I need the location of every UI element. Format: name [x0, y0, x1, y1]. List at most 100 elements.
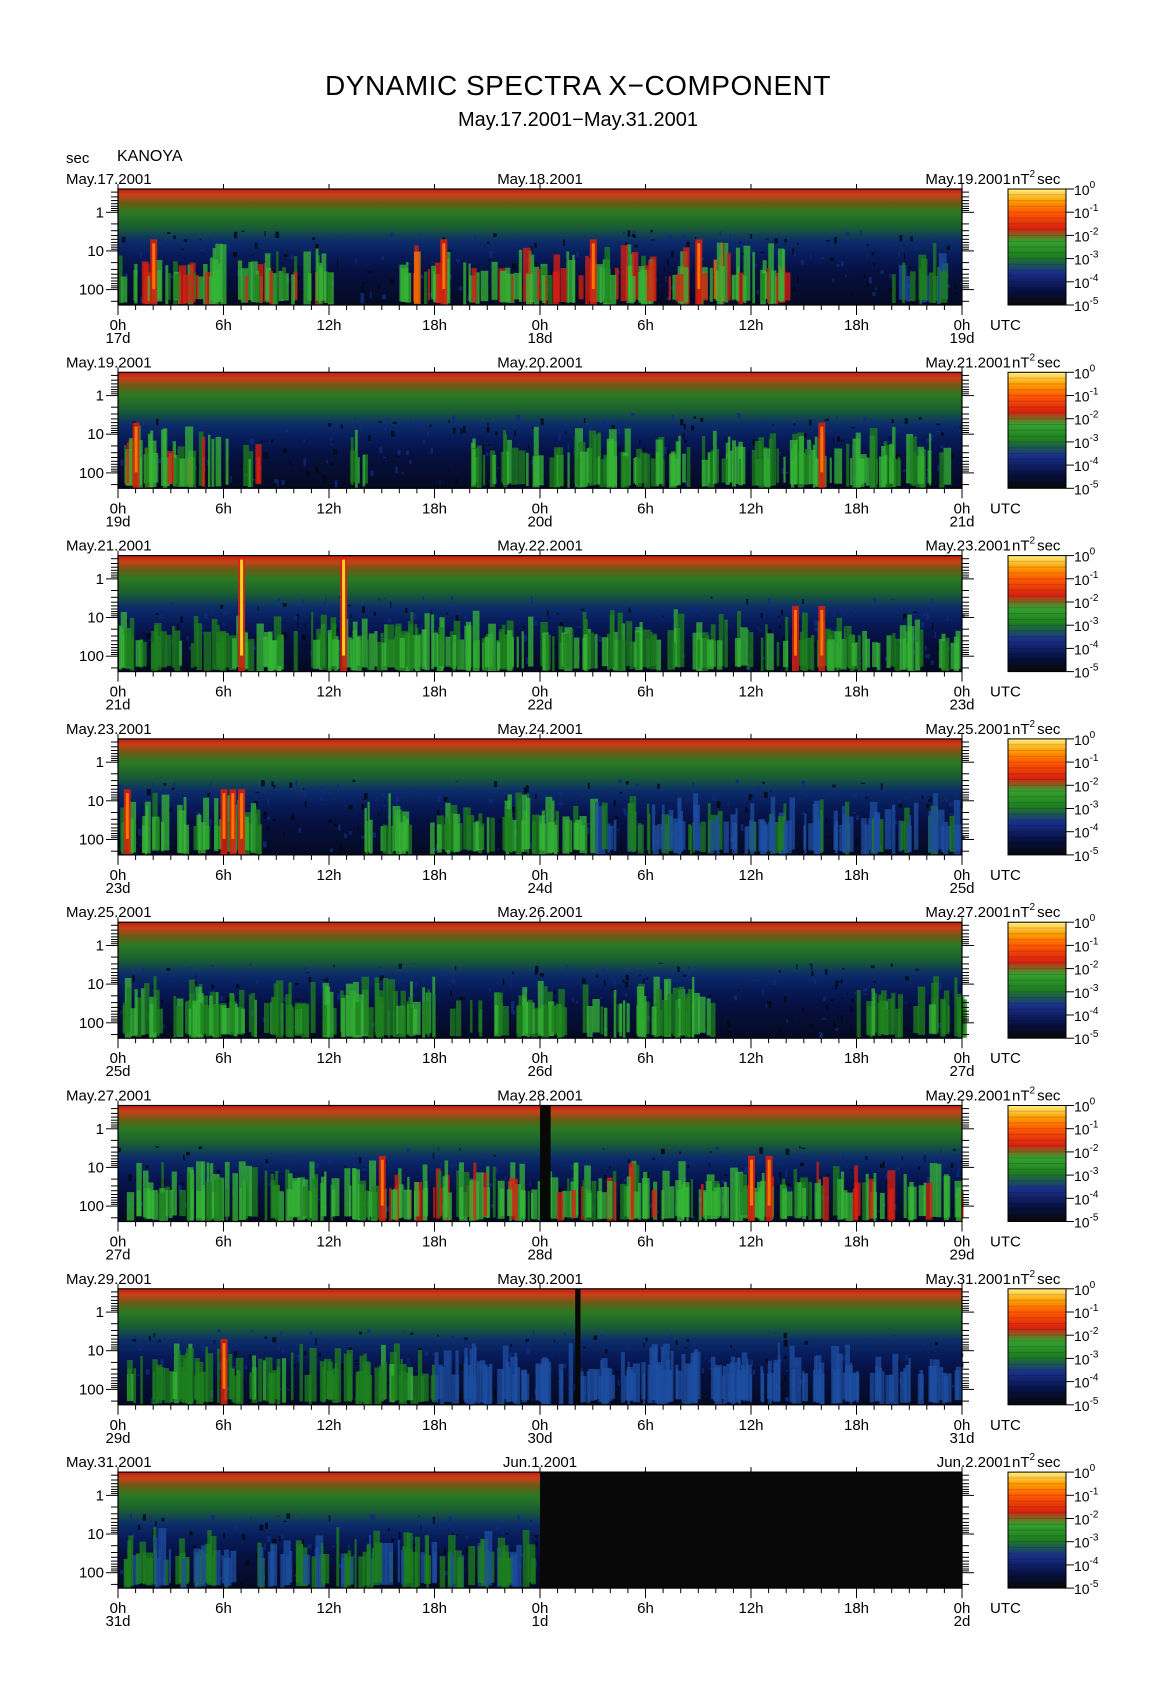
activity-mark: [829, 457, 832, 483]
spectrum-texture: [872, 292, 876, 297]
activity-mark: [716, 242, 724, 305]
activity-mark: [233, 1003, 238, 1037]
spectrum-texture: [219, 1362, 222, 1369]
activity-mark: [897, 456, 901, 486]
spectrum-texture: [266, 826, 270, 830]
activity-mark: [601, 802, 608, 850]
activity-mark: [917, 986, 926, 1035]
activity-mark: [456, 1000, 462, 1037]
spectrum-texture: [459, 1398, 463, 1405]
spectrum-texture: [945, 798, 949, 802]
spectrum-texture: [959, 426, 961, 433]
activity-mark: [128, 801, 137, 853]
activity-mark: [254, 809, 261, 854]
x-tick-label: 12h: [738, 1417, 763, 1434]
spectrum-texture: [891, 419, 894, 424]
activity-mark: [692, 977, 695, 1038]
spectrum-texture: [904, 976, 909, 981]
colorbar-tick-exponent: -4: [1090, 1006, 1099, 1017]
spectrum-texture: [844, 609, 846, 615]
activity-mark: [408, 997, 413, 1036]
spectrum-texture: [810, 439, 814, 443]
spectrum-texture: [522, 626, 526, 628]
activity-mark: [480, 1360, 486, 1403]
activity-mark: [804, 637, 813, 670]
spectrum-texture: [950, 1162, 954, 1169]
activity-mark: [387, 979, 395, 1036]
spectrum-texture: [903, 613, 907, 619]
spectrum-texture: [684, 480, 688, 486]
activity-mark: [463, 807, 471, 850]
activity-mark: [249, 1372, 254, 1399]
spectrum-texture: [283, 1520, 287, 1523]
spectrum-texture: [802, 1007, 804, 1014]
panel-date-mid: May.26.2001: [497, 904, 583, 921]
spectrum-texture: [128, 1174, 132, 1182]
activity-mark: [647, 1364, 652, 1404]
x-tick-label: 0h: [110, 1234, 127, 1251]
spectrum-texture: [930, 238, 933, 244]
activity-mark: [588, 430, 597, 486]
activity-mark: [191, 1190, 194, 1220]
colorbar-tick-exponent: -5: [1090, 663, 1099, 674]
spectrum-texture: [700, 417, 704, 423]
day-label-mid: 28d: [527, 1247, 552, 1264]
spectrum-texture: [169, 274, 173, 279]
activity-mark: [224, 1161, 230, 1217]
activity-mark: [131, 635, 134, 669]
activity-mark: [862, 1182, 866, 1221]
colorbar-tick-exponent: -3: [1090, 433, 1099, 444]
spectrum-texture: [695, 606, 699, 613]
y-tick-label: 10: [87, 610, 104, 627]
spectrum-texture: [334, 480, 338, 487]
spectrum-texture: [645, 1337, 648, 1342]
activity-mark: [582, 637, 587, 670]
activity-mark: [928, 433, 932, 486]
activity-mark: [570, 820, 573, 853]
spectrum-texture: [930, 598, 933, 605]
activity-mark: [383, 978, 389, 1036]
spectrum-texture: [770, 789, 772, 792]
activity-mark: [956, 1187, 962, 1222]
spectrum-texture: [889, 273, 892, 279]
colorbar-tick-exponent: -2: [1090, 960, 1099, 971]
spectrum-texture: [570, 1164, 574, 1169]
activity-mark: [878, 994, 883, 1035]
activity-mark: [761, 825, 768, 852]
spectrum-texture: [188, 646, 193, 650]
spectrum-texture: [940, 432, 944, 436]
spectrum-texture: [613, 800, 616, 806]
spectrum-texture: [534, 242, 537, 248]
activity-mark: [576, 458, 583, 485]
activity-mark: [206, 1353, 214, 1402]
activity-mark: [243, 444, 250, 487]
colorbar-tick-label: 10-5: [1074, 296, 1099, 314]
y-tick-label: 10: [87, 1159, 104, 1176]
colorbar-unit: nT2 sec: [1012, 1086, 1061, 1105]
colorbar-tick-label: 10-5: [1074, 846, 1099, 864]
spectrum-texture: [343, 846, 344, 850]
spectrum-texture: [631, 234, 636, 237]
spectrum-texture: [330, 238, 334, 240]
x-tick-label: 18h: [422, 500, 447, 517]
spectrum-texture: [765, 1004, 770, 1008]
spectrum-texture: [559, 1187, 562, 1193]
spectrum-texture: [498, 844, 501, 846]
spectrum-texture: [837, 1156, 841, 1158]
spectrum-texture: [624, 242, 628, 247]
spectrum-texture: [840, 979, 843, 984]
activity-mark: [413, 1008, 418, 1034]
y-tick-label: 1: [96, 1304, 104, 1321]
colorbar-tick-exponent: -3: [1090, 983, 1099, 994]
x-tick-label: 12h: [738, 1050, 763, 1067]
activity-mark: [321, 1176, 327, 1217]
activity-mark: [668, 809, 674, 850]
spectrum-texture: [378, 966, 382, 968]
activity-mark: [140, 1356, 143, 1404]
spectrum-texture: [128, 296, 130, 302]
activity-mark: [910, 1186, 917, 1220]
spectrum-texture: [530, 842, 533, 850]
spectrum-texture: [835, 985, 838, 990]
activity-mark: [862, 630, 867, 671]
y-tick-label: 100: [79, 465, 104, 482]
